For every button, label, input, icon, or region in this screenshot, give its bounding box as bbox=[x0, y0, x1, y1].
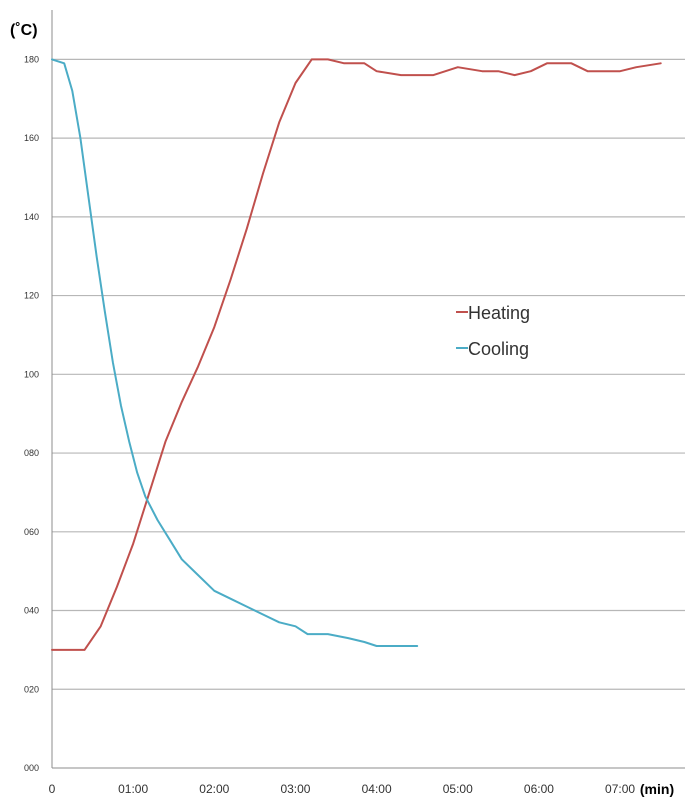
y-tick-label: 080 bbox=[24, 448, 39, 458]
series-line-heating bbox=[51, 58, 662, 651]
legend-label-heating: Heating bbox=[468, 303, 530, 323]
y-tick-label: 000 bbox=[24, 763, 39, 773]
y-tick-label: 140 bbox=[24, 212, 39, 222]
series-line-cooling bbox=[51, 58, 419, 647]
y-axis-unit-label: (˚C) bbox=[10, 22, 38, 39]
x-tick-label: 03:00 bbox=[280, 782, 310, 796]
y-tick-label: 180 bbox=[24, 54, 39, 64]
y-tick-label: 160 bbox=[24, 133, 39, 143]
x-tick-label: 01:00 bbox=[118, 782, 148, 796]
y-tick-label: 100 bbox=[24, 369, 39, 379]
x-tick-label: 02:00 bbox=[199, 782, 229, 796]
x-axis-unit-label: (min) bbox=[640, 781, 674, 797]
x-tick-label: 07:00 bbox=[605, 782, 635, 796]
y-tick-label: 060 bbox=[24, 527, 39, 537]
y-tick-label: 120 bbox=[24, 291, 39, 301]
x-tick-label: 06:00 bbox=[524, 782, 554, 796]
x-tick-label: 04:00 bbox=[362, 782, 392, 796]
legend-label-cooling: Cooling bbox=[468, 339, 529, 359]
y-tick-label: 020 bbox=[24, 684, 39, 694]
y-tick-label: 040 bbox=[24, 606, 39, 616]
x-tick-label: 05:00 bbox=[443, 782, 473, 796]
x-tick-label: 0 bbox=[49, 782, 56, 796]
